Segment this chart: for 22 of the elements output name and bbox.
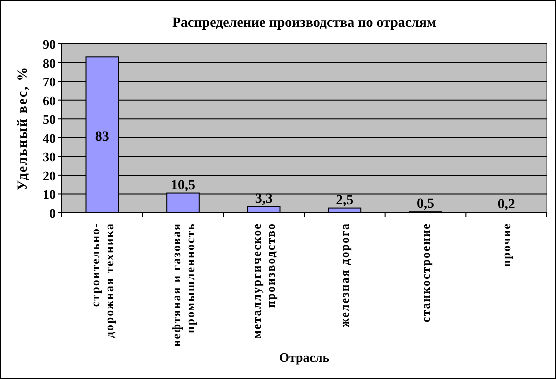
x-axis-title: Отрасль — [279, 350, 330, 365]
y-tick-label: 20 — [43, 168, 56, 184]
x-tick-label: прочие — [500, 223, 514, 268]
chart-title: Распределение производства по отраслям — [172, 16, 438, 31]
y-tick-label: 90 — [43, 37, 56, 52]
x-tick-label: строительно-дорожная техника — [88, 223, 116, 338]
y-tick-label: 10 — [43, 187, 56, 202]
data-label: 0,2 — [498, 198, 516, 213]
x-tick-label: станкостроение — [418, 223, 433, 323]
y-tick-label: 40 — [43, 130, 56, 146]
y-tick-label: 0 — [50, 206, 56, 221]
data-label: 0,5 — [417, 197, 434, 212]
y-tick-label: 80 — [43, 56, 56, 71]
data-label: 83 — [95, 130, 110, 146]
y-tick-label: 60 — [43, 93, 56, 108]
y-axis-title: Удельный вес, % — [16, 66, 31, 191]
data-label: 10,5 — [171, 178, 196, 194]
y-tick-label: 30 — [43, 150, 56, 165]
y-tick-label: 70 — [43, 74, 56, 90]
data-label: 2,5 — [336, 193, 354, 208]
y-tick-label: 50 — [43, 112, 56, 128]
x-tick-label: железная дорога — [338, 223, 352, 328]
